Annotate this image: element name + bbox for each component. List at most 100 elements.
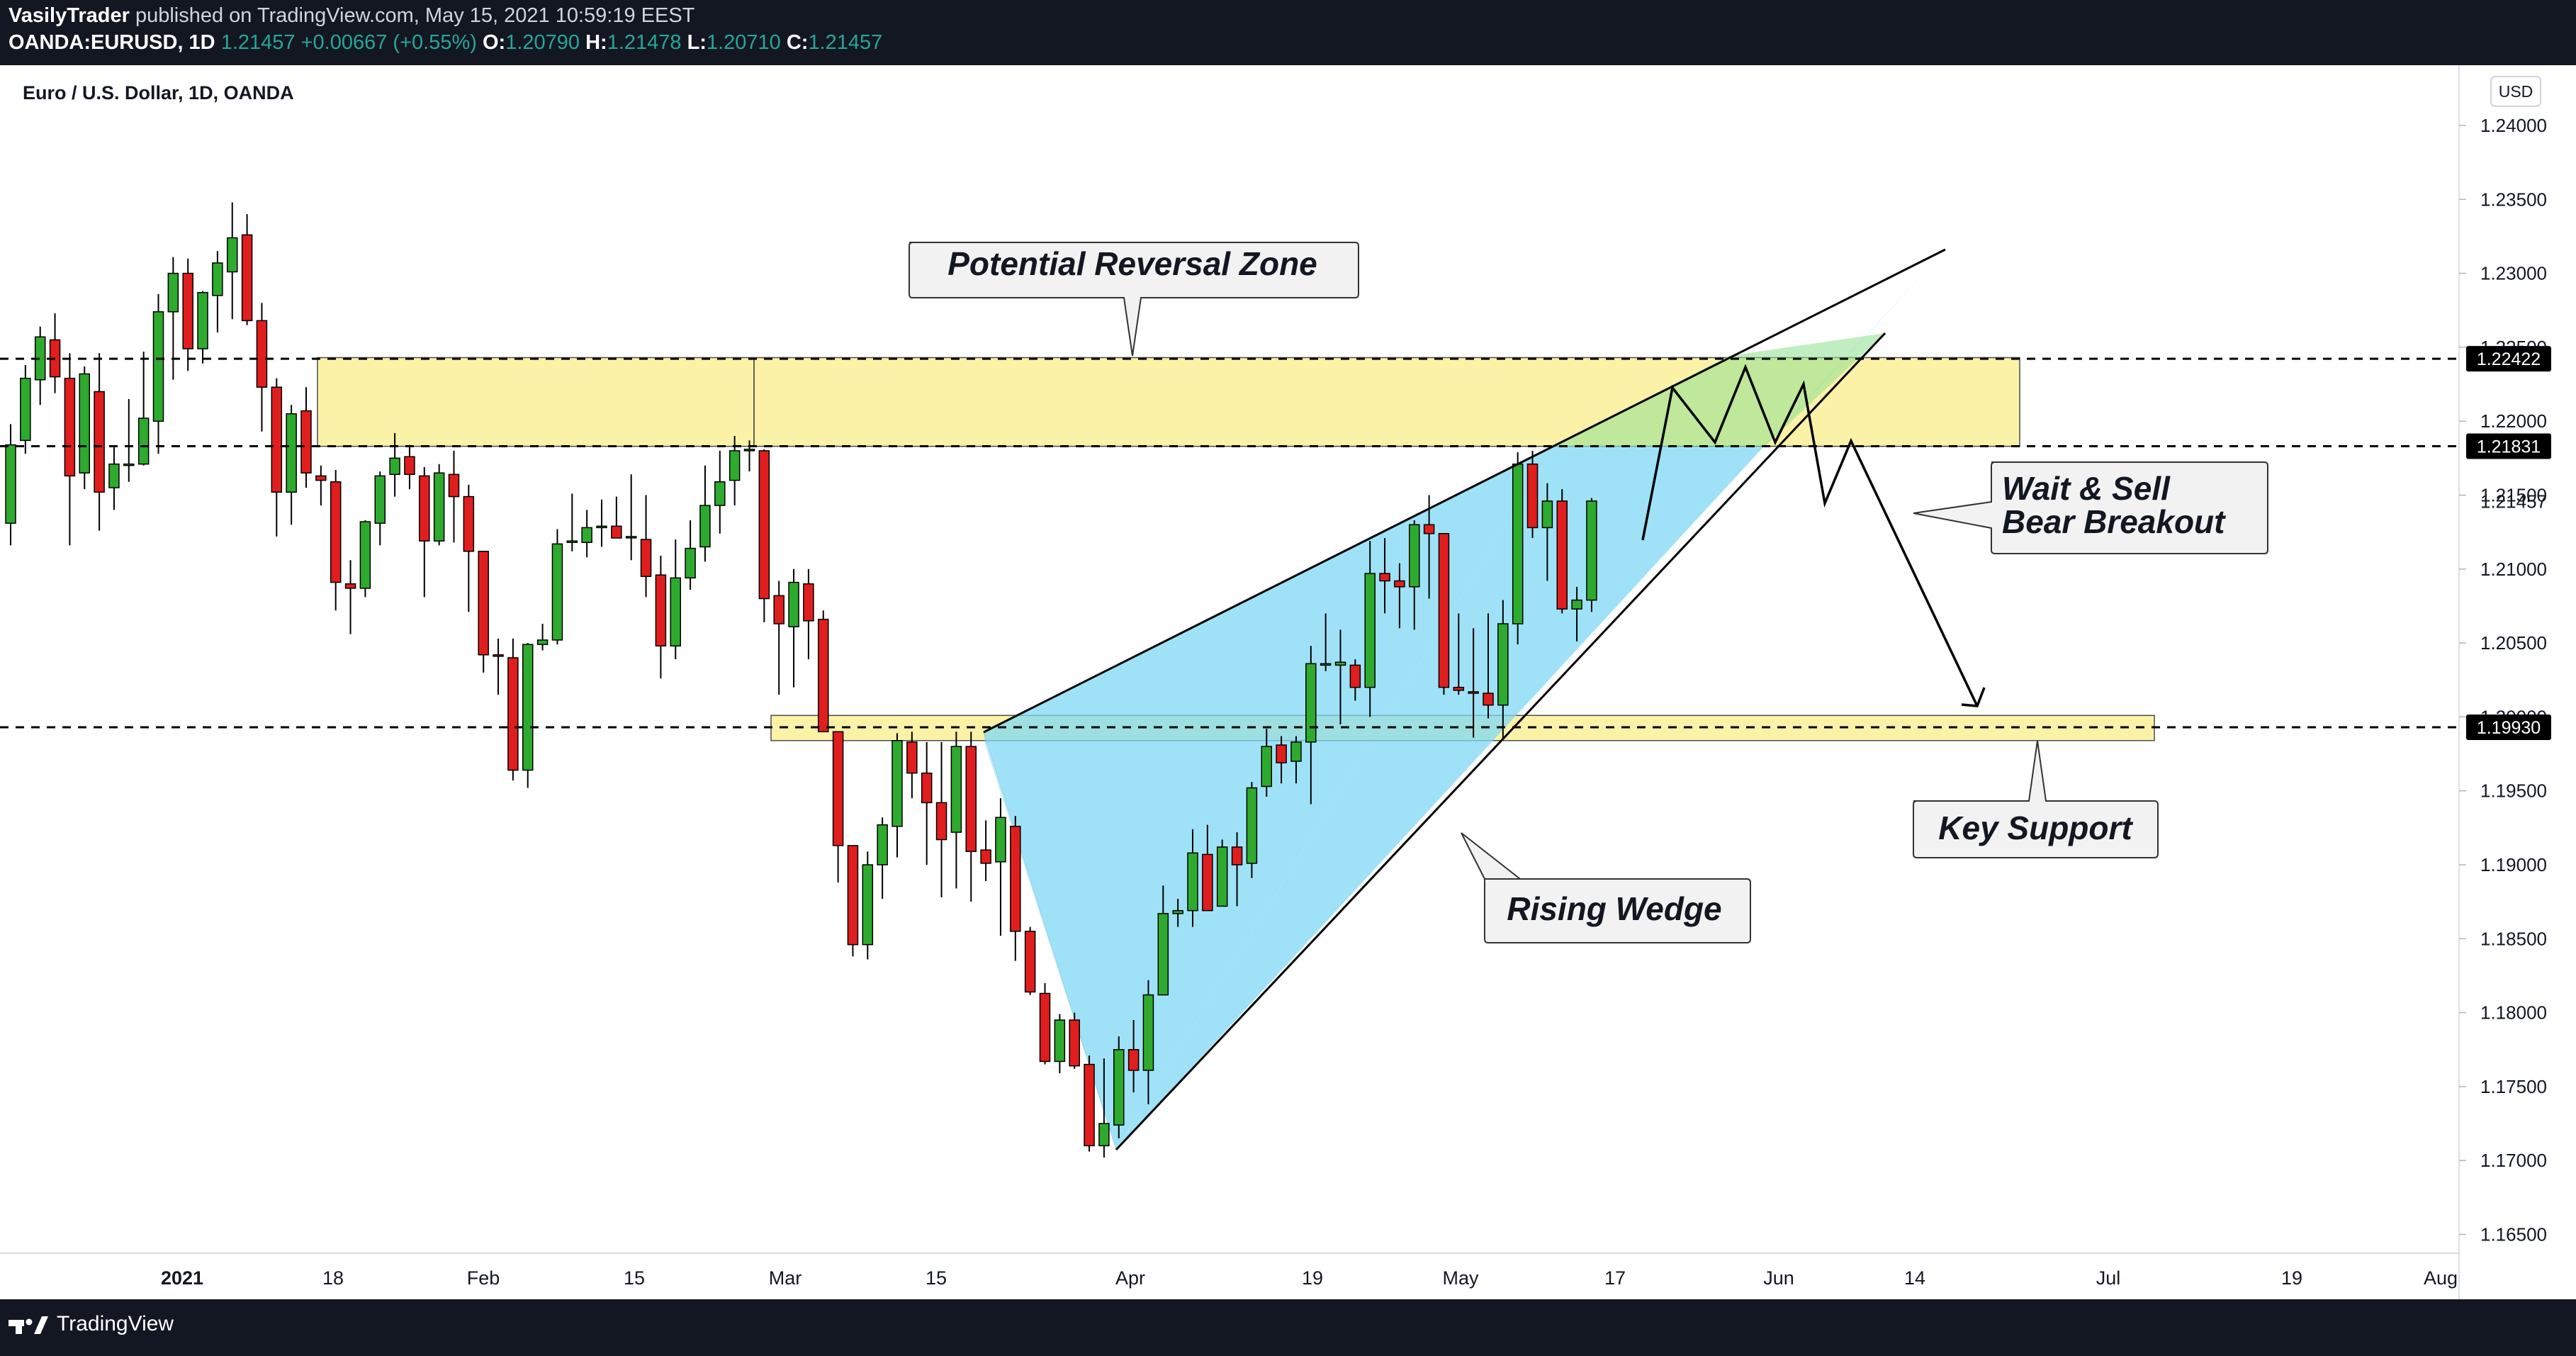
candle: [1586, 498, 1597, 612]
candle-body: [271, 386, 283, 493]
sell-callout[interactable]: [1913, 461, 2268, 554]
footer-bar: TradingView: [0, 1299, 2576, 1356]
tradingview-icon: [9, 1316, 48, 1334]
candle-body: [1187, 852, 1198, 912]
candle: [788, 568, 799, 688]
candle-body: [94, 391, 105, 493]
key-support-callout[interactable]: [1913, 740, 2159, 858]
candle: [34, 326, 46, 405]
candle-body: [1246, 787, 1258, 864]
candle: [522, 643, 534, 788]
tradingview-logo[interactable]: TradingView: [9, 1312, 174, 1336]
candle-body: [1497, 623, 1509, 706]
publisher-name[interactable]: VasilyTrader: [9, 4, 130, 27]
rising-wedge-label: Rising Wedge: [1507, 890, 1721, 927]
symbol-label[interactable]: OANDA:EURUSD, 1D: [9, 31, 215, 54]
price-change: +0.00667 (+0.55%): [300, 31, 477, 54]
candle: [493, 638, 504, 695]
candle: [227, 202, 238, 320]
publish-info: published on TradingView.com, May 15, 20…: [135, 4, 695, 27]
candle: [1556, 489, 1568, 614]
y-tick-label: 1.23000: [2480, 263, 2547, 284]
candle: [906, 732, 918, 799]
candle-body: [714, 481, 726, 506]
candle: [581, 510, 592, 558]
currency-badge-label: USD: [2499, 82, 2533, 101]
candle-body: [374, 475, 386, 524]
candle: [478, 551, 489, 673]
candle-body: [64, 377, 76, 477]
candle: [1276, 736, 1287, 784]
candle: [1394, 563, 1405, 629]
price-tag[interactable]: [2466, 715, 2551, 741]
price-axis[interactable]: [2459, 65, 2576, 1299]
candle-body: [79, 373, 90, 474]
candle: [359, 520, 371, 598]
candle: [507, 638, 519, 781]
candle-body: [906, 741, 918, 774]
wedge-upper-line: [983, 248, 1946, 734]
candle-body: [743, 449, 755, 452]
candle: [182, 258, 193, 371]
candle-body: [1290, 741, 1302, 762]
candle-body: [137, 418, 150, 465]
candle: [1409, 520, 1420, 630]
candle-body: [152, 311, 164, 422]
candle: [20, 364, 31, 454]
candle-body: [655, 574, 667, 647]
candles: [5, 202, 1597, 1158]
publish-line: VasilyTrader published on TradingView.co…: [9, 4, 694, 28]
candle: [729, 436, 741, 506]
candle: [1202, 824, 1213, 912]
candle-body: [1468, 691, 1479, 694]
candle: [950, 732, 962, 889]
candle-body: [685, 547, 696, 579]
candle: [448, 450, 460, 543]
candle-body: [832, 731, 844, 846]
price-tag[interactable]: [2466, 346, 2551, 372]
candle: [1571, 586, 1582, 642]
candle-body: [1320, 663, 1332, 666]
candle: [1290, 736, 1302, 784]
price-tag[interactable]: [2466, 433, 2551, 459]
candle: [1379, 537, 1390, 614]
candle-body: [1541, 500, 1553, 529]
price-markers: 1.22422 1.21831 1.21457 1.19930: [0, 346, 2551, 741]
candle-body: [773, 595, 784, 624]
candle-body: [1261, 746, 1272, 788]
candle-body: [1364, 573, 1376, 688]
candle-body: [803, 583, 814, 622]
reversal-zone-callout[interactable]: [909, 242, 1359, 357]
candle-body: [478, 551, 489, 656]
price-chart[interactable]: 1.240001.235001.230001.225001.220001.215…: [0, 65, 2576, 1299]
candle-body: [670, 577, 681, 647]
candle-body: [167, 272, 179, 313]
currency-badge[interactable]: [2490, 76, 2541, 107]
candle: [1512, 452, 1524, 645]
candle: [1334, 629, 1346, 724]
candle-body: [227, 237, 238, 273]
candle: [256, 303, 268, 432]
candle: [1216, 839, 1228, 907]
candle-body: [1394, 580, 1405, 588]
candle: [123, 398, 135, 482]
rising-wedge-callout[interactable]: [1461, 832, 1751, 943]
candle: [818, 610, 829, 733]
price-tag-label: 1.22422: [2477, 349, 2541, 369]
candle: [108, 446, 120, 510]
x-tick-label: 18: [322, 1267, 344, 1289]
wedge-left-fill: [984, 446, 1556, 1150]
candle: [212, 251, 223, 333]
x-tick-label: 15: [624, 1267, 645, 1289]
x-axis-ticks: 2021 18 Feb 15 Mar 15 Apr 19 May 17 Jun 14 Jul 19 Aug: [161, 1267, 2458, 1289]
low-value: 1.20710: [706, 31, 781, 54]
candle: [566, 493, 578, 551]
candle-body: [404, 456, 415, 476]
candle: [389, 432, 400, 497]
candle: [685, 520, 696, 590]
candle-body: [1423, 524, 1435, 534]
candle-body: [892, 740, 903, 827]
candle-body: [536, 639, 549, 645]
candle: [1305, 646, 1317, 805]
y-tick-label: 1.21000: [2480, 559, 2547, 580]
